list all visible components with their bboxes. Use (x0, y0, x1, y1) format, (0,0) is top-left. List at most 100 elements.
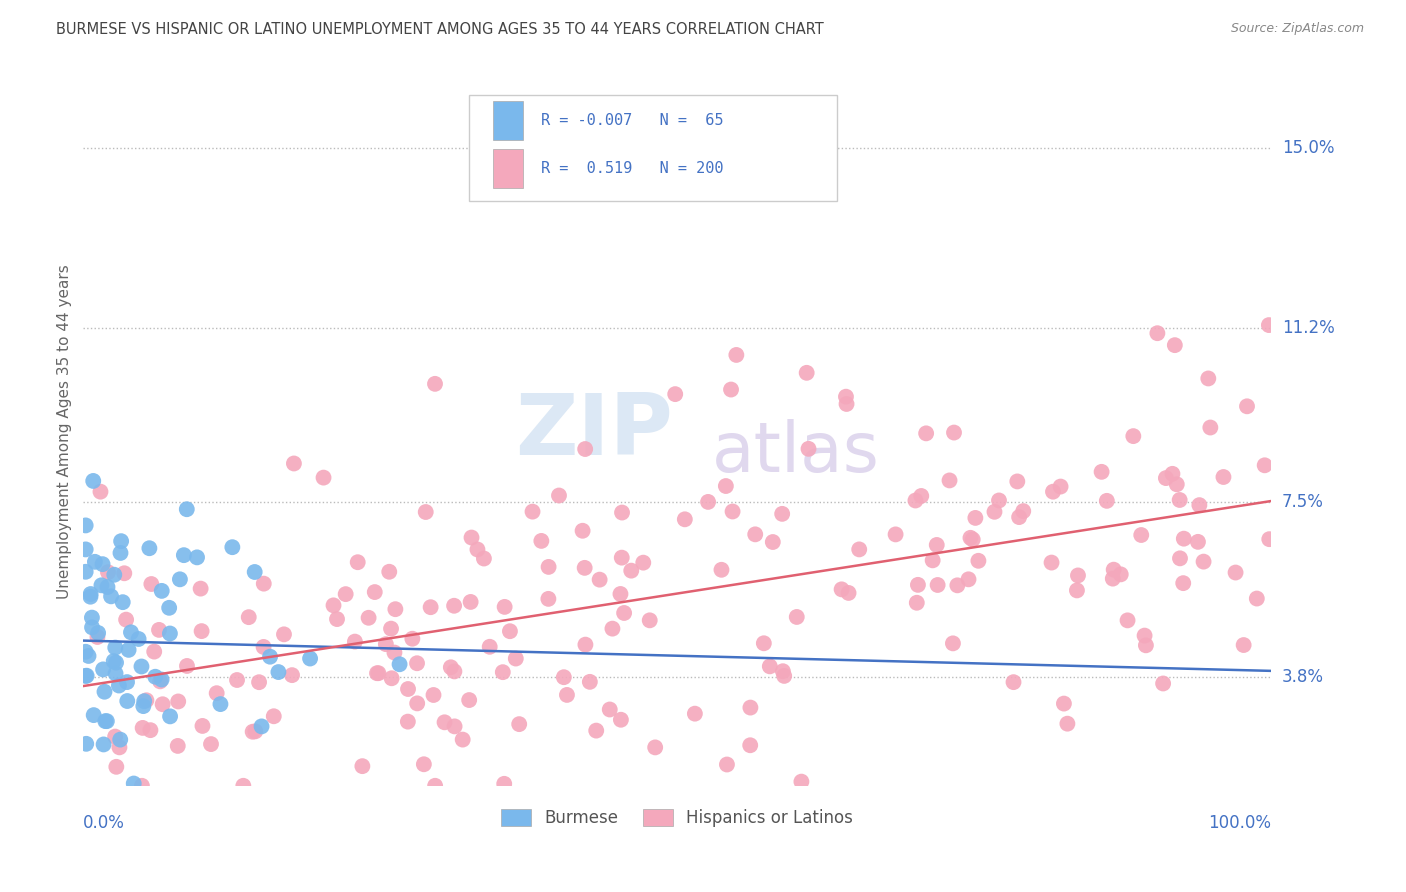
Point (167, 694, 190, 708)
Point (835, 390, 858, 404)
Point (571, 524, 593, 538)
Text: 100.0%: 100.0% (1208, 814, 1271, 831)
Point (965, 511, 987, 525)
Point (110, 732, 132, 747)
Point (381, 671, 404, 685)
Point (610, 713, 633, 727)
Point (1199, 420, 1222, 434)
Point (725, 348, 748, 362)
Point (1187, 534, 1209, 549)
Point (740, 738, 762, 752)
Text: 3.8%: 3.8% (1282, 668, 1324, 686)
Text: 0.0%: 0.0% (83, 814, 125, 831)
Point (790, 774, 813, 789)
Text: R =  0.519   N = 200: R = 0.519 N = 200 (540, 161, 723, 176)
Point (720, 383, 742, 397)
Point (209, 697, 232, 711)
Point (128, 632, 150, 646)
Point (1166, 477, 1188, 491)
Point (664, 387, 686, 401)
Point (115, 675, 138, 690)
Point (96, 714, 118, 728)
Point (117, 694, 139, 708)
Point (103, 567, 125, 582)
Point (759, 659, 782, 673)
Point (1109, 567, 1132, 582)
Point (553, 670, 575, 684)
Point (139, 723, 162, 738)
Point (299, 651, 322, 665)
Point (467, 542, 489, 557)
Point (458, 693, 481, 707)
Point (75, 802, 97, 816)
Point (419, 600, 441, 615)
Point (232, 779, 254, 793)
Point (714, 479, 737, 493)
Point (89, 484, 111, 499)
Point (79, 590, 101, 604)
Point (585, 723, 607, 738)
Text: 15.0%: 15.0% (1282, 139, 1334, 157)
Point (191, 719, 214, 733)
Point (86, 630, 108, 644)
Point (1188, 498, 1211, 512)
Point (396, 681, 419, 696)
Point (907, 578, 929, 592)
Point (166, 739, 188, 753)
Point (443, 665, 465, 679)
Point (946, 578, 969, 592)
Point (609, 587, 631, 601)
Point (105, 760, 128, 774)
Point (574, 442, 596, 456)
Point (82, 474, 104, 488)
Point (93, 684, 115, 698)
Point (87, 626, 110, 640)
Point (1246, 591, 1268, 606)
Point (111, 595, 134, 609)
Point (110, 534, 132, 549)
Point (75, 565, 97, 579)
Text: BURMESE VS HISPANIC OR LATINO UNEMPLOYMENT AMONG AGES 35 TO 44 YEARS CORRELATION: BURMESE VS HISPANIC OR LATINO UNEMPLOYME… (56, 22, 824, 37)
Point (1056, 716, 1078, 731)
Point (1236, 399, 1258, 413)
Point (752, 636, 775, 650)
Point (388, 657, 411, 672)
Point (697, 495, 720, 509)
Point (537, 591, 560, 606)
Point (555, 688, 578, 702)
Point (942, 636, 965, 650)
Point (80, 620, 103, 634)
Point (548, 488, 571, 502)
Point (478, 640, 501, 654)
Point (633, 556, 655, 570)
Point (1116, 613, 1139, 627)
Point (150, 673, 173, 687)
Text: Source: ZipAtlas.com: Source: ZipAtlas.com (1230, 22, 1364, 36)
Point (200, 737, 222, 751)
FancyBboxPatch shape (470, 95, 838, 202)
Point (97, 566, 120, 580)
Point (259, 649, 281, 664)
Point (352, 759, 374, 773)
Point (122, 776, 145, 790)
Point (263, 709, 285, 723)
Point (396, 714, 419, 729)
Point (644, 740, 666, 755)
Point (104, 666, 127, 681)
Point (1090, 465, 1112, 479)
Point (83, 708, 105, 723)
Point (494, 599, 516, 614)
Point (190, 624, 212, 639)
Point (104, 730, 127, 744)
Point (250, 719, 273, 733)
Point (105, 656, 128, 670)
Point (135, 693, 157, 707)
Point (1173, 576, 1195, 591)
Point (378, 565, 401, 579)
Point (91, 557, 114, 571)
Point (91, 662, 114, 676)
Point (443, 599, 465, 613)
Point (152, 698, 174, 712)
Point (1135, 638, 1157, 652)
Point (983, 505, 1005, 519)
